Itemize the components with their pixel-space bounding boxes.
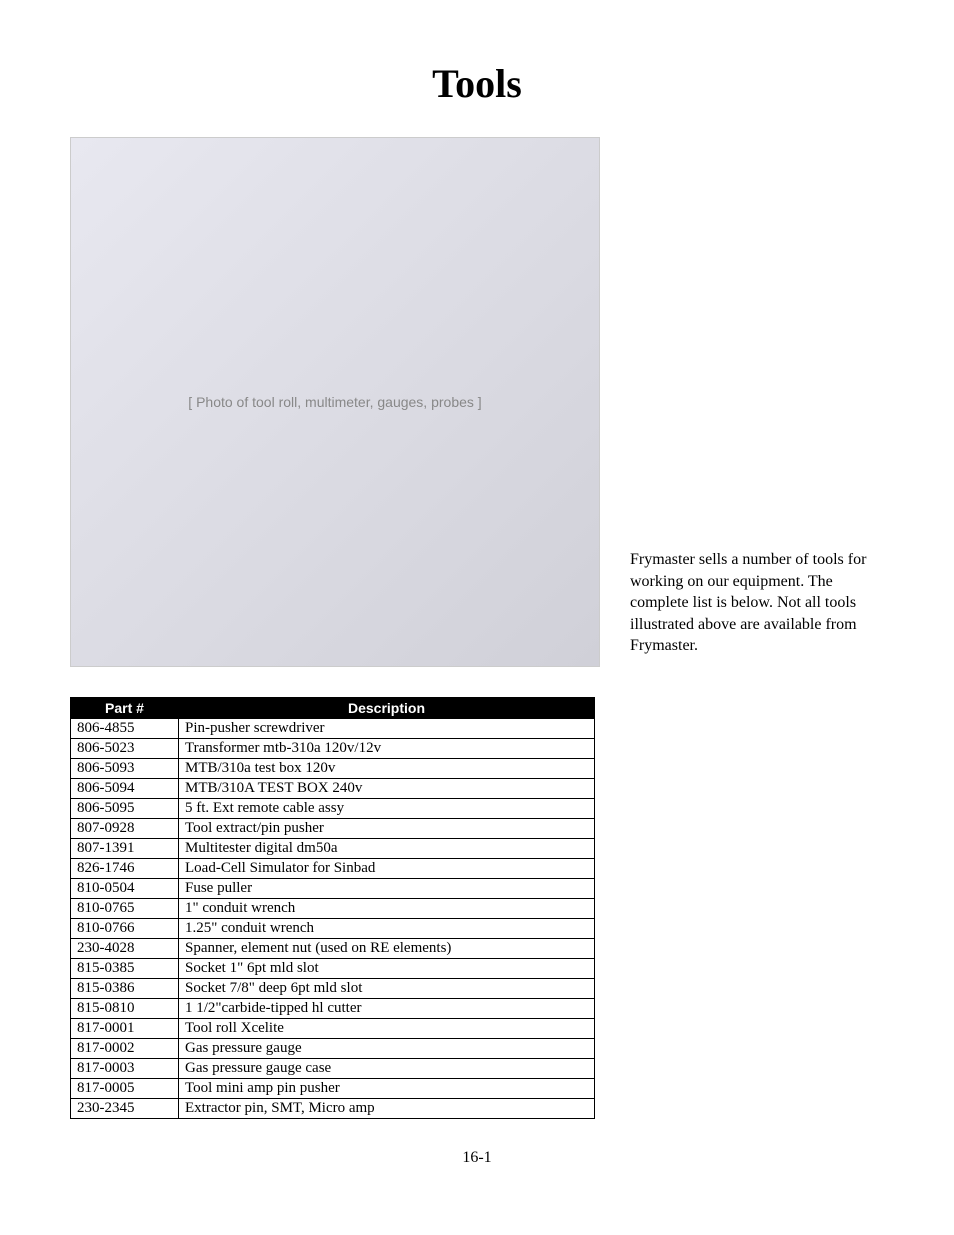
cell-description: Transformer mtb-310a 120v/12v xyxy=(179,739,595,759)
table-row: 817-0005Tool mini amp pin pusher xyxy=(71,1079,595,1099)
top-row: [ Photo of tool roll, multimeter, gauges… xyxy=(70,137,884,667)
cell-description: MTB/310A TEST BOX 240v xyxy=(179,779,595,799)
cell-description: 1.25" conduit wrench xyxy=(179,919,595,939)
table-row: 230-2345Extractor pin, SMT, Micro amp xyxy=(71,1099,595,1119)
cell-part: 806-5094 xyxy=(71,779,179,799)
cell-part: 826-1746 xyxy=(71,859,179,879)
cell-part: 806-4855 xyxy=(71,719,179,739)
cell-part: 815-0385 xyxy=(71,959,179,979)
table-row: 815-0385Socket 1" 6pt mld slot xyxy=(71,959,595,979)
cell-description: Tool extract/pin pusher xyxy=(179,819,595,839)
cell-description: Pin-pusher screwdriver xyxy=(179,719,595,739)
page-title: Tools xyxy=(70,60,884,107)
cell-description: Tool mini amp pin pusher xyxy=(179,1079,595,1099)
cell-description: Extractor pin, SMT, Micro amp xyxy=(179,1099,595,1119)
cell-description: Socket 7/8" deep 6pt mld slot xyxy=(179,979,595,999)
cell-part: 806-5093 xyxy=(71,759,179,779)
cell-part: 810-0766 xyxy=(71,919,179,939)
cell-part: 806-5023 xyxy=(71,739,179,759)
cell-description: Tool roll Xcelite xyxy=(179,1019,595,1039)
table-row: 817-0001Tool roll Xcelite xyxy=(71,1019,595,1039)
table-row: 826-1746Load-Cell Simulator for Sinbad xyxy=(71,859,595,879)
cell-part: 806-5095 xyxy=(71,799,179,819)
table-row: 810-07651" conduit wrench xyxy=(71,899,595,919)
cell-description: 1" conduit wrench xyxy=(179,899,595,919)
table-row: 806-50955 ft. Ext remote cable assy xyxy=(71,799,595,819)
cell-part: 817-0003 xyxy=(71,1059,179,1079)
table-row: 817-0003Gas pressure gauge case xyxy=(71,1059,595,1079)
cell-description: Fuse puller xyxy=(179,879,595,899)
cell-part: 815-0386 xyxy=(71,979,179,999)
cell-part: 807-0928 xyxy=(71,819,179,839)
table-row: 807-0928Tool extract/pin pusher xyxy=(71,819,595,839)
cell-part: 817-0001 xyxy=(71,1019,179,1039)
table-header-row: Part # Description xyxy=(71,698,595,719)
caption-text: Frymaster sells a number of tools for wo… xyxy=(630,549,880,667)
table-row: 807-1391Multitester digital dm50a xyxy=(71,839,595,859)
tools-photo: [ Photo of tool roll, multimeter, gauges… xyxy=(70,137,600,667)
cell-description: Socket 1" 6pt mld slot xyxy=(179,959,595,979)
table-row: 810-07661.25" conduit wrench xyxy=(71,919,595,939)
table-row: 817-0002Gas pressure gauge xyxy=(71,1039,595,1059)
col-header-description: Description xyxy=(179,698,595,719)
table-row: 806-5023Transformer mtb-310a 120v/12v xyxy=(71,739,595,759)
cell-description: Gas pressure gauge xyxy=(179,1039,595,1059)
cell-part: 810-0504 xyxy=(71,879,179,899)
col-header-part: Part # xyxy=(71,698,179,719)
cell-part: 817-0002 xyxy=(71,1039,179,1059)
cell-description: Multitester digital dm50a xyxy=(179,839,595,859)
parts-table: Part # Description 806-4855Pin-pusher sc… xyxy=(70,697,595,1119)
cell-part: 230-4028 xyxy=(71,939,179,959)
cell-description: Gas pressure gauge case xyxy=(179,1059,595,1079)
table-row: 806-5093MTB/310a test box 120v xyxy=(71,759,595,779)
cell-description: 5 ft. Ext remote cable assy xyxy=(179,799,595,819)
table-row: 815-0386Socket 7/8" deep 6pt mld slot xyxy=(71,979,595,999)
table-row: 810-0504Fuse puller xyxy=(71,879,595,899)
table-row: 806-5094MTB/310A TEST BOX 240v xyxy=(71,779,595,799)
page-number: 16-1 xyxy=(70,1149,884,1167)
table-row: 815-08101 1/2"carbide-tipped hl cutter xyxy=(71,999,595,1019)
table-row: 230-4028Spanner, element nut (used on RE… xyxy=(71,939,595,959)
cell-part: 815-0810 xyxy=(71,999,179,1019)
cell-part: 810-0765 xyxy=(71,899,179,919)
cell-description: MTB/310a test box 120v xyxy=(179,759,595,779)
cell-part: 817-0005 xyxy=(71,1079,179,1099)
table-row: 806-4855Pin-pusher screwdriver xyxy=(71,719,595,739)
cell-part: 230-2345 xyxy=(71,1099,179,1119)
cell-description: Load-Cell Simulator for Sinbad xyxy=(179,859,595,879)
cell-description: 1 1/2"carbide-tipped hl cutter xyxy=(179,999,595,1019)
cell-part: 807-1391 xyxy=(71,839,179,859)
cell-description: Spanner, element nut (used on RE element… xyxy=(179,939,595,959)
